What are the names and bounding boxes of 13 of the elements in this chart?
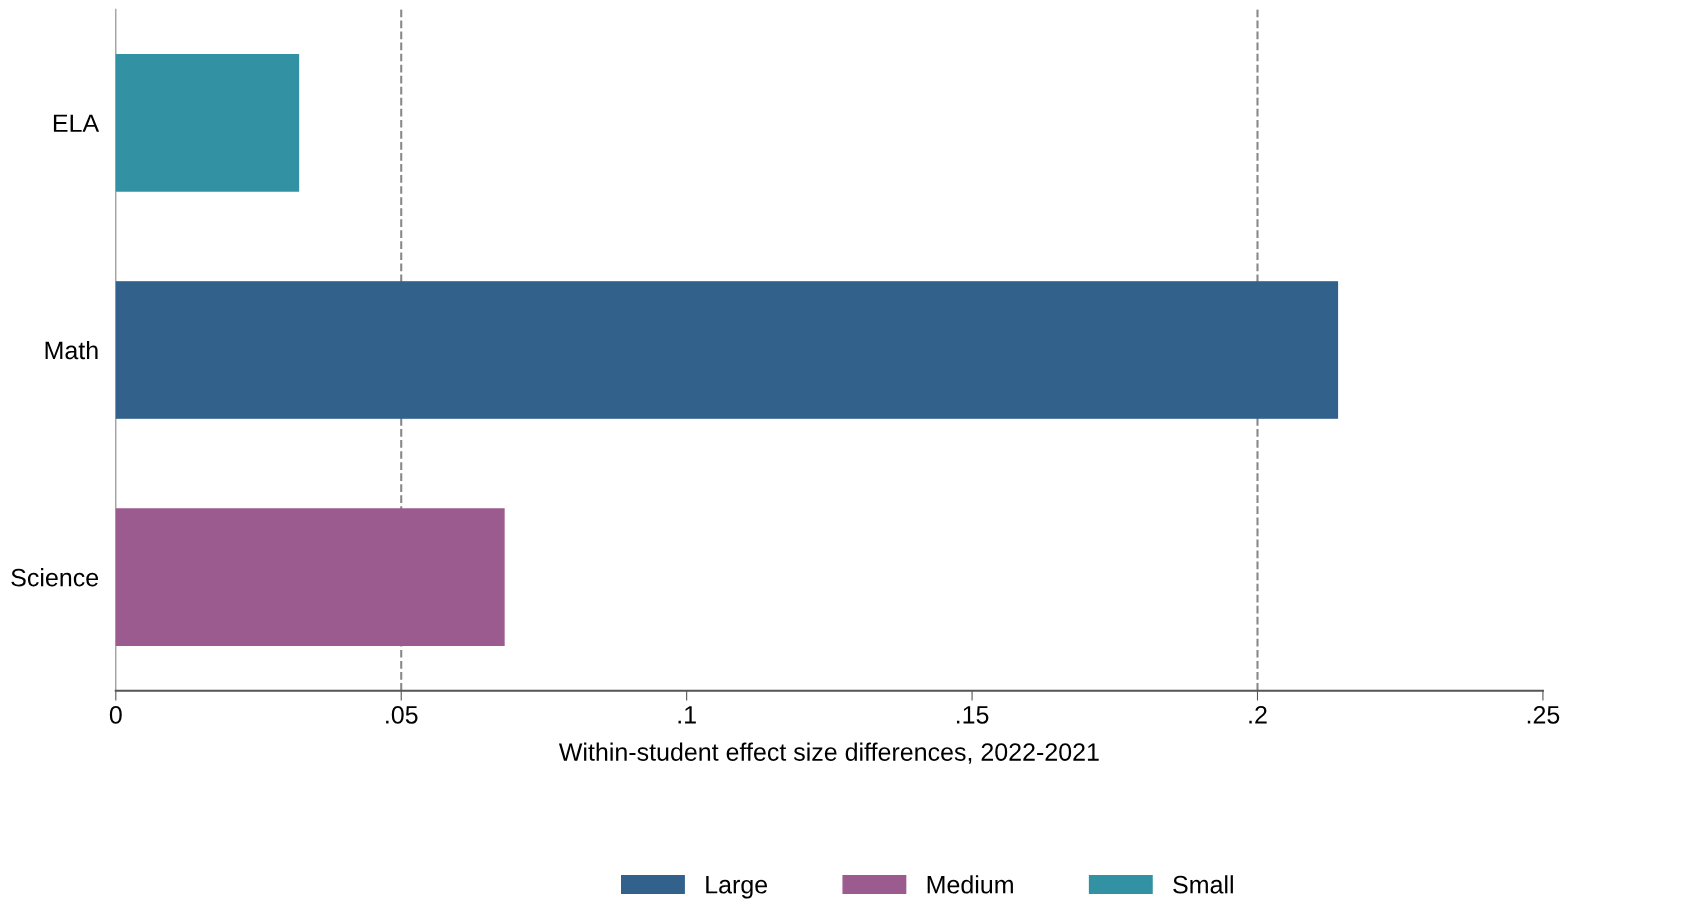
- y-tick-label: ELA: [53, 114, 100, 132]
- legend-label: Large: [706, 876, 768, 899]
- y-tick-label: Math: [45, 340, 98, 360]
- x-axis-title: Within-student effect size differences, 2022-2021: [558, 742, 1099, 764]
- legend-label: Medium: [927, 875, 1013, 894]
- x-tick-label: .25: [1527, 705, 1560, 724]
- x-tick-label: .2: [1249, 705, 1267, 724]
- y-tick-label: Science: [11, 568, 99, 587]
- x-tick-label: .05: [386, 705, 418, 724]
- x-tick-label: 0: [109, 705, 122, 724]
- x-tick-label: .15: [956, 706, 989, 724]
- legend-label: Small: [1173, 875, 1233, 894]
- x-tick-label: .1: [678, 706, 696, 724]
